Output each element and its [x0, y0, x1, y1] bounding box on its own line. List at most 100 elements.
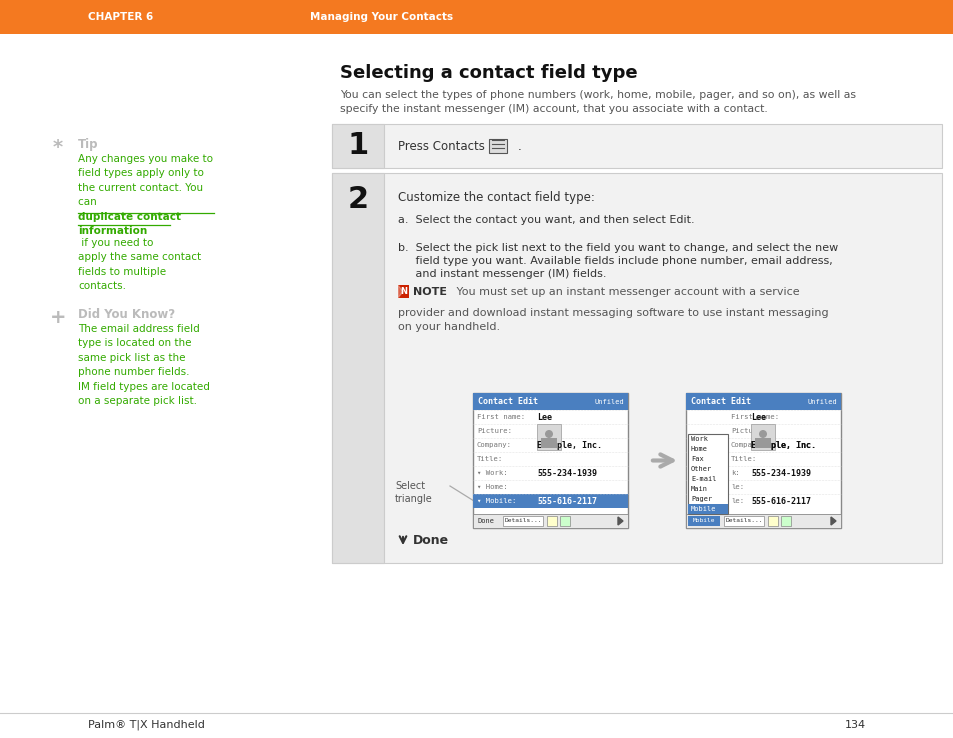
Text: Done: Done: [477, 518, 495, 524]
Text: Title:: Title:: [730, 456, 757, 462]
Bar: [332, 173, 941, 563]
Text: Select: Select: [395, 481, 425, 491]
Text: if you need to
apply the same contact
fields to multiple
contacts.: if you need to apply the same contact fi…: [78, 238, 201, 292]
Text: ▾ Mobile:: ▾ Mobile:: [476, 498, 516, 504]
Text: The email address field
type is located on the
same pick list as the
phone numbe: The email address field type is located …: [78, 324, 210, 406]
Bar: [473, 393, 627, 528]
Text: Details...: Details...: [504, 519, 541, 523]
Bar: [767, 516, 778, 526]
Text: Fax: Fax: [690, 456, 703, 462]
Text: and instant messenger (IM) fields.: and instant messenger (IM) fields.: [397, 269, 606, 279]
Text: First name:: First name:: [730, 414, 779, 420]
Bar: [685, 393, 841, 410]
Text: Mobile: Mobile: [690, 506, 716, 512]
Text: Selecting a contact field type: Selecting a contact field type: [339, 64, 637, 82]
Text: k:: k:: [730, 470, 739, 476]
Bar: [473, 393, 627, 410]
Text: You must set up an instant messenger account with a service: You must set up an instant messenger acc…: [446, 287, 799, 297]
Text: Lee: Lee: [750, 413, 765, 421]
Bar: [397, 285, 409, 298]
Bar: [332, 124, 384, 168]
Bar: [685, 393, 841, 528]
Text: Press Contacts: Press Contacts: [397, 139, 484, 153]
Text: triangle: triangle: [395, 494, 433, 504]
Text: duplicate contact
information: duplicate contact information: [78, 212, 181, 236]
Text: NOTE: NOTE: [413, 287, 447, 297]
Text: CHAPTER 6: CHAPTER 6: [88, 12, 153, 22]
Text: 134: 134: [844, 720, 865, 730]
Text: Details...: Details...: [724, 519, 762, 523]
Bar: [502, 516, 542, 526]
Text: ▾ Home:: ▾ Home:: [476, 484, 507, 490]
Text: Contact Edit: Contact Edit: [477, 397, 537, 406]
Text: Example, Inc.: Example, Inc.: [750, 441, 815, 449]
Text: 555-234-1939: 555-234-1939: [750, 469, 810, 477]
Text: b.  Select the pick list next to the field you want to change, and select the ne: b. Select the pick list next to the fiel…: [397, 243, 838, 253]
Text: Other: Other: [690, 466, 712, 472]
Text: You can select the types of phone numbers (work, home, mobile, pager, and so on): You can select the types of phone number…: [339, 90, 855, 100]
Bar: [687, 504, 727, 514]
Text: Work: Work: [690, 436, 707, 442]
Text: Pager: Pager: [690, 496, 712, 502]
Polygon shape: [830, 517, 835, 525]
Text: le:: le:: [730, 498, 743, 504]
Text: specify the instant messenger (IM) account, that you associate with a contact.: specify the instant messenger (IM) accou…: [339, 104, 767, 114]
Text: 555-616-2117: 555-616-2117: [750, 497, 810, 506]
Bar: [685, 514, 841, 528]
Bar: [537, 424, 560, 450]
Text: .: .: [517, 139, 521, 153]
Bar: [687, 434, 727, 514]
Bar: [0, 0, 953, 34]
Text: Lee: Lee: [537, 413, 552, 421]
Text: Company:: Company:: [730, 442, 765, 448]
Text: N: N: [399, 288, 407, 297]
Text: +: +: [50, 308, 66, 327]
Text: ▾ Work:: ▾ Work:: [476, 470, 507, 476]
Text: Picture:: Picture:: [476, 428, 512, 434]
Polygon shape: [618, 517, 622, 525]
Text: a.  Select the contact you want, and then select Edit.: a. Select the contact you want, and then…: [397, 215, 694, 225]
Text: Mobile: Mobile: [692, 519, 715, 523]
Bar: [687, 516, 720, 526]
Bar: [332, 124, 941, 168]
Bar: [473, 494, 627, 508]
Bar: [750, 424, 774, 450]
Text: First name:: First name:: [476, 414, 524, 420]
Circle shape: [759, 430, 766, 438]
Text: Main: Main: [690, 486, 707, 492]
Text: Done: Done: [413, 534, 449, 548]
Text: Did You Know?: Did You Know?: [78, 308, 175, 321]
Bar: [723, 516, 763, 526]
Bar: [489, 139, 506, 153]
Circle shape: [544, 430, 553, 438]
Text: Company:: Company:: [476, 442, 512, 448]
Bar: [540, 438, 557, 448]
Bar: [559, 516, 569, 526]
Text: 555-616-2117: 555-616-2117: [537, 497, 597, 506]
Text: field type you want. Available fields include phone number, email address,: field type you want. Available fields in…: [397, 256, 832, 266]
Text: Tip: Tip: [78, 138, 98, 151]
Text: Unfiled: Unfiled: [594, 399, 623, 404]
Text: Unfiled: Unfiled: [806, 399, 836, 404]
Text: Palm® T|X Handheld: Palm® T|X Handheld: [88, 720, 205, 730]
Text: Title:: Title:: [476, 456, 503, 462]
Text: Picture:: Picture:: [730, 428, 765, 434]
Text: provider and download instant messaging software to use instant messaging: provider and download instant messaging …: [397, 308, 828, 318]
Bar: [332, 173, 384, 563]
Text: Example, Inc.: Example, Inc.: [537, 441, 601, 449]
Text: 1: 1: [347, 131, 368, 160]
Bar: [754, 438, 770, 448]
Text: on your handheld.: on your handheld.: [397, 322, 499, 332]
Text: E-mail: E-mail: [690, 476, 716, 482]
Text: le:: le:: [730, 484, 743, 490]
Text: Contact Edit: Contact Edit: [690, 397, 750, 406]
Text: *: *: [52, 138, 63, 157]
Bar: [473, 514, 627, 528]
Text: 2: 2: [347, 184, 368, 213]
Text: Any changes you make to
field types apply only to
the current contact. You
can: Any changes you make to field types appl…: [78, 154, 213, 207]
Bar: [546, 516, 557, 526]
Text: Example, Inc.: Example, Inc.: [750, 441, 815, 449]
Polygon shape: [397, 285, 402, 298]
Text: Home: Home: [690, 446, 707, 452]
Bar: [781, 516, 790, 526]
